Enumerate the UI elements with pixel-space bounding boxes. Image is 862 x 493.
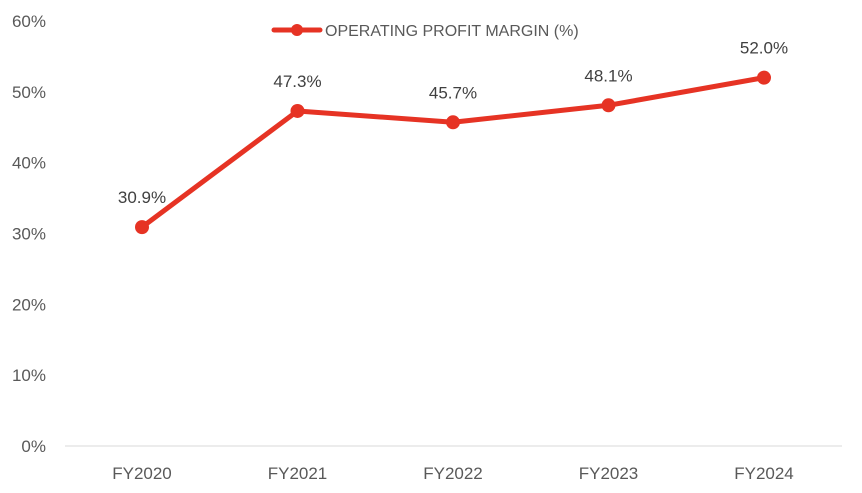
x-axis-category-labels: FY2020 FY2021 FY2022 FY2023 FY2024 [112,464,794,483]
x-category-label: FY2020 [112,464,172,483]
data-point [601,98,616,113]
series-operating-profit-margin: 30.9% 47.3% 45.7% 48.1% 52.0% [118,39,788,235]
legend-point-marker [291,24,303,36]
y-tick-label: 30% [12,225,46,244]
data-point [757,70,771,85]
data-label: 47.3% [273,72,321,91]
data-label: 30.9% [118,188,166,207]
x-category-label: FY2021 [268,464,328,483]
y-tick-label: 40% [12,154,46,173]
data-point [290,103,305,118]
x-category-label: FY2023 [579,464,639,483]
data-label: 45.7% [429,83,477,102]
legend: OPERATING PROFIT MARGIN (%) [271,23,579,40]
y-tick-label: 10% [12,366,46,385]
y-tick-label: 60% [12,12,46,31]
data-label: 52.0% [740,39,788,58]
data-label: 48.1% [584,66,632,85]
y-tick-label: 20% [12,295,46,314]
legend-label: OPERATING PROFIT MARGIN (%) [325,23,579,40]
data-point [135,220,149,235]
y-tick-label: 50% [12,83,46,102]
x-category-label: FY2022 [423,464,483,483]
y-tick-label: 0% [21,437,46,456]
x-category-label: FY2024 [734,464,794,483]
data-point [446,115,460,130]
y-axis-tick-labels: 0% 10% 20% 30% 40% 50% 60% [12,12,46,456]
